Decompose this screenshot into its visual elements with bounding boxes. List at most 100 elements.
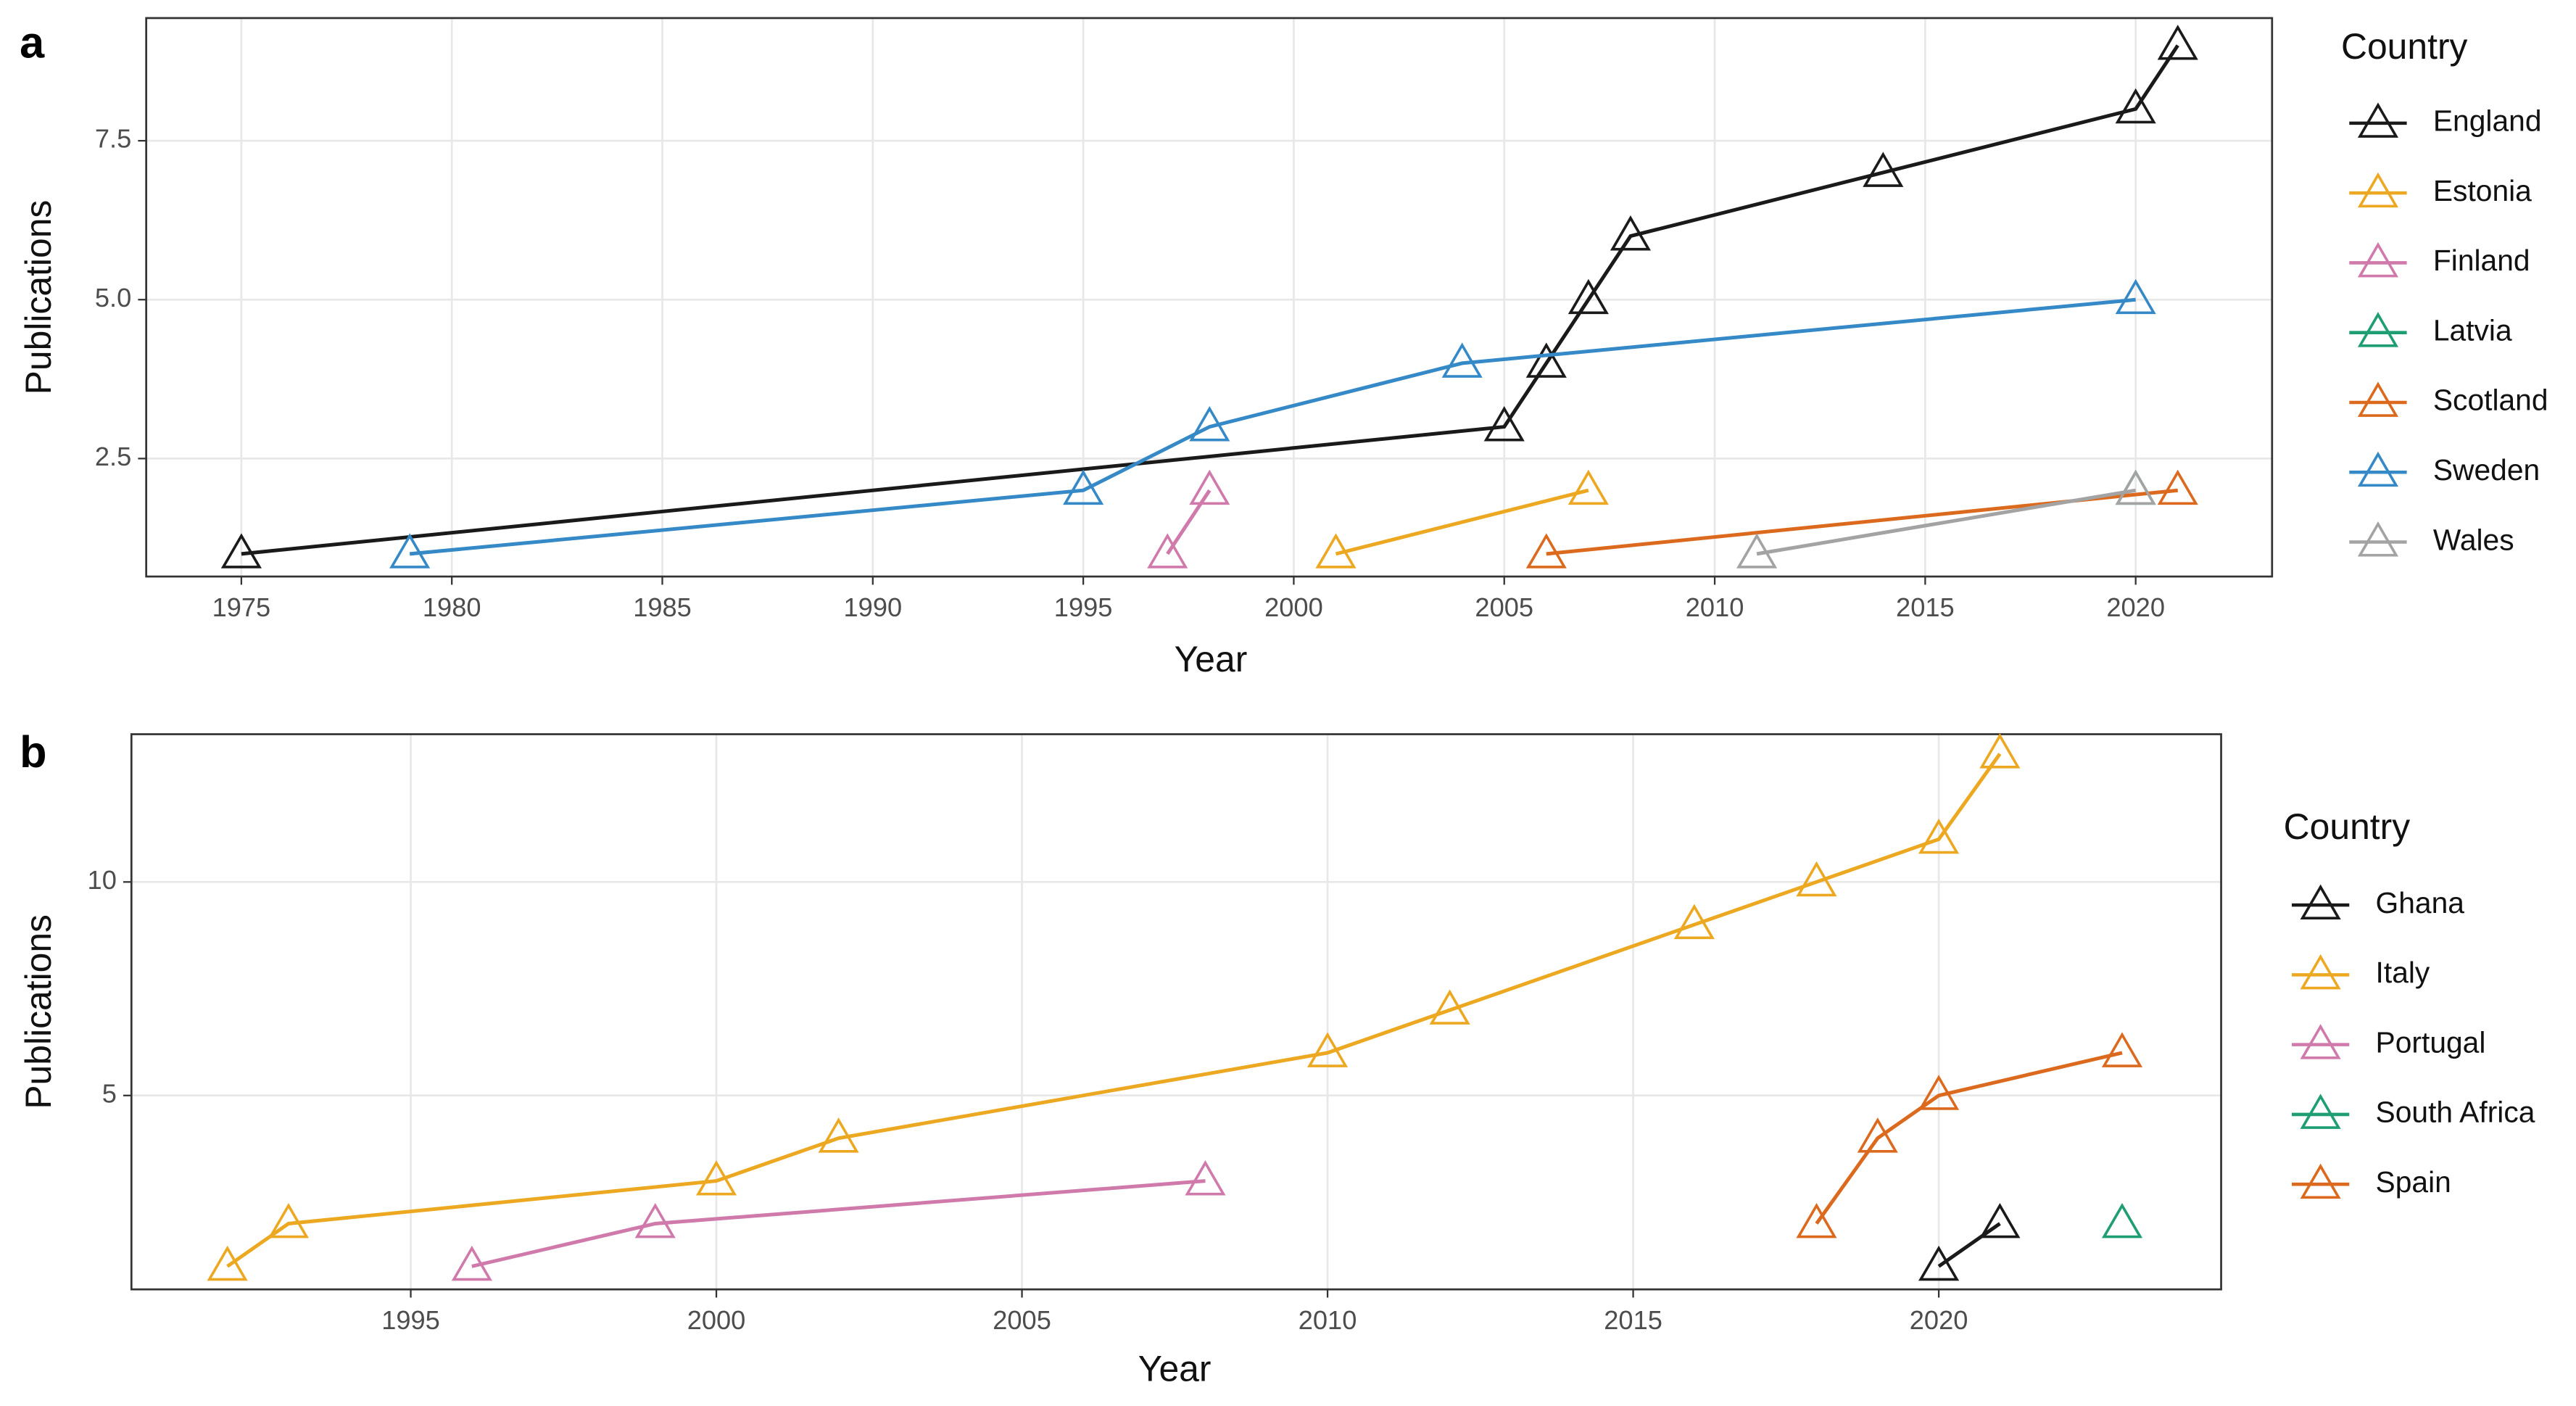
legend-label: Italy [2376, 956, 2430, 989]
y-tick-label: 5.0 [95, 283, 131, 313]
x-tick-label: 2015 [1896, 592, 1955, 622]
x-tick-label: 2020 [2106, 592, 2165, 622]
y-axis-title: Publications [18, 200, 59, 395]
x-tick-label: 1975 [212, 592, 271, 622]
series-line [1815, 1051, 2123, 1225]
legend-key-marker [2300, 1163, 2341, 1199]
point [1796, 1202, 1837, 1238]
x-tick-label: 2000 [1264, 592, 1323, 622]
series-line [471, 1179, 1206, 1268]
legend-label: Ghana [2376, 886, 2465, 919]
point [2101, 1032, 2143, 1067]
point [1918, 1075, 1960, 1110]
point [1796, 861, 1837, 897]
point [1306, 1032, 1349, 1067]
legend-label: Wales [2433, 523, 2514, 556]
plot-border [130, 733, 2222, 1291]
point [2157, 25, 2198, 60]
point [1673, 903, 1715, 940]
point [207, 1245, 248, 1281]
x-tick-label: 1990 [844, 592, 903, 622]
point [1147, 533, 1188, 568]
legend-key-marker [2357, 521, 2399, 557]
plot-border [145, 17, 2274, 578]
point [818, 1117, 859, 1153]
legend-label: Latvia [2433, 313, 2512, 347]
legend-key-marker [2300, 1024, 2341, 1059]
y-tick-label: 5 [102, 1078, 117, 1108]
point [2115, 278, 2156, 315]
point [695, 1160, 737, 1196]
legend-title: Country [2284, 806, 2411, 847]
point [268, 1202, 310, 1238]
point [1567, 278, 1609, 315]
point [2115, 88, 2156, 124]
panel-label: b [20, 727, 46, 777]
panel-label: a [20, 18, 45, 67]
point [1525, 533, 1567, 568]
point [2101, 1202, 2143, 1238]
point [220, 533, 262, 568]
legend-label: Finland [2433, 244, 2530, 277]
point [389, 533, 431, 568]
x-tick-label: 1985 [633, 592, 692, 622]
x-tick-label: 2000 [687, 1305, 746, 1335]
point [1315, 533, 1357, 568]
series-line [409, 297, 2136, 556]
point [1441, 342, 1483, 378]
point [1185, 1160, 1226, 1196]
x-tick-label: 1980 [423, 592, 481, 622]
legend-label: Portugal [2376, 1025, 2486, 1059]
y-tick-label: 7.5 [95, 124, 131, 154]
point [1857, 1117, 1898, 1153]
legend-key-marker [2300, 1093, 2341, 1129]
point [2115, 469, 2156, 505]
legend-label: England [2433, 104, 2542, 138]
point [451, 1245, 492, 1281]
legend-label: Scotland [2433, 384, 2548, 417]
legend-label: Spain [2376, 1165, 2451, 1199]
point [1863, 152, 1904, 187]
x-tick-label: 1995 [381, 1305, 440, 1335]
x-tick-label: 2005 [1475, 592, 1533, 622]
series-line [1756, 488, 2137, 556]
legend-label: South Africa [2376, 1096, 2535, 1129]
series-line [1937, 1222, 2001, 1268]
legend-key-marker [2300, 884, 2341, 920]
x-tick-label: 2010 [1299, 1305, 1357, 1335]
point [1429, 989, 1470, 1025]
plot-background [146, 17, 2272, 577]
point [1918, 1245, 1960, 1281]
point [2157, 469, 2198, 505]
point [634, 1202, 676, 1238]
x-axis-title: Year [1175, 639, 1248, 679]
point [1525, 342, 1567, 378]
point [1189, 406, 1230, 442]
x-tick-label: 2005 [993, 1305, 1051, 1335]
point [1918, 818, 1960, 854]
series-line [226, 753, 2002, 1268]
x-tick-label: 2015 [1604, 1305, 1662, 1335]
y-tick-label: 10 [88, 865, 117, 895]
y-tick-label: 2.5 [95, 442, 131, 471]
plot-background [131, 734, 2221, 1290]
legend-label: Estonia [2433, 174, 2532, 207]
legend-key-marker [2300, 954, 2341, 990]
legend-key-marker [2357, 172, 2399, 208]
point [1736, 533, 1778, 568]
legend-key-marker [2357, 241, 2399, 278]
point [1189, 469, 1230, 505]
series-line [1166, 489, 1212, 555]
legend-key-marker [2357, 381, 2399, 417]
series-line [1335, 488, 1589, 556]
y-axis-title: Publications [18, 914, 59, 1109]
point [1567, 469, 1609, 505]
x-tick-label: 2020 [1910, 1305, 1968, 1335]
point [1610, 215, 1651, 251]
legend-key-marker [2357, 102, 2399, 138]
point [1483, 406, 1525, 442]
legend-key-marker [2357, 451, 2399, 487]
series-line [241, 44, 2179, 556]
x-tick-label: 1995 [1054, 592, 1113, 622]
